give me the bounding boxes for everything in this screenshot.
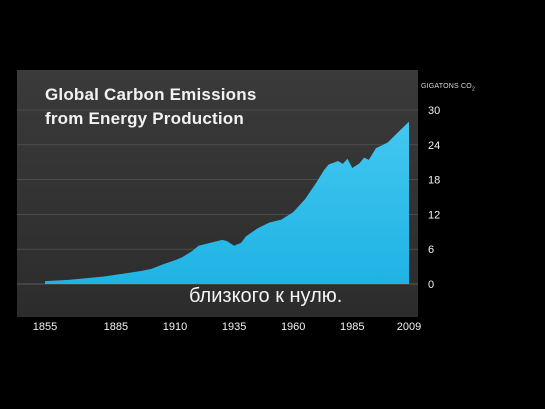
x-tick-1910: 1910 (163, 321, 187, 333)
x-tick-1935: 1935 (222, 321, 246, 333)
x-tick-1985: 1985 (340, 321, 364, 333)
unit-subscript: 2 (471, 86, 475, 93)
unit-text: GIGATONS CO (421, 83, 472, 90)
y-tick-0: 0 (428, 279, 434, 291)
y-axis-unit-label: GIGATONS CO2 (421, 83, 475, 92)
area-series (45, 121, 409, 284)
y-tick-6: 6 (428, 244, 434, 256)
x-tick-1885: 1885 (104, 321, 128, 333)
video-subtitle: близкого к нулю. (189, 285, 343, 307)
x-tick-labels: 1855 1885 1910 1935 1960 1985 2009 (33, 321, 421, 333)
y-tick-labels: 0 6 12 18 24 30 (428, 105, 440, 291)
x-tick-2009: 2009 (397, 321, 421, 333)
y-tick-24: 24 (428, 140, 440, 152)
y-tick-12: 12 (428, 209, 440, 221)
x-tick-1855: 1855 (33, 321, 57, 333)
chart-title-line2: from Energy Production (45, 109, 244, 128)
x-tick-1960: 1960 (281, 321, 305, 333)
y-tick-18: 18 (428, 175, 440, 187)
chart-title-line1: Global Carbon Emissions (45, 85, 257, 104)
y-tick-30: 30 (428, 105, 440, 117)
emissions-area (45, 121, 409, 284)
